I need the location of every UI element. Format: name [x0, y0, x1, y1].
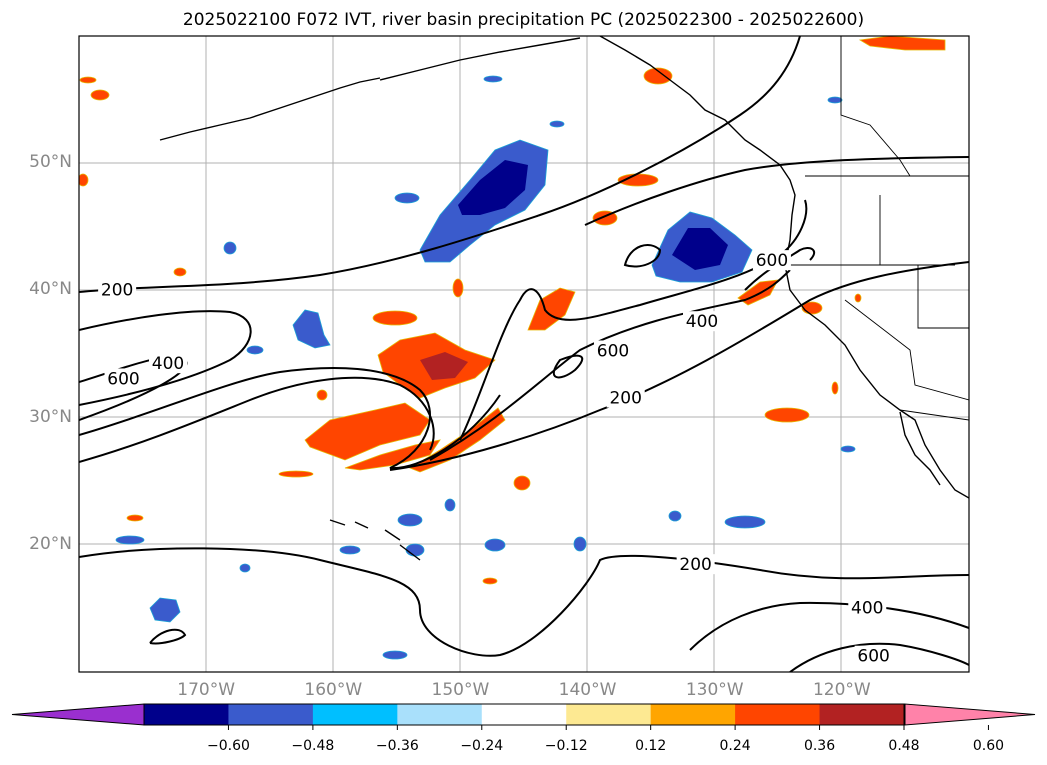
colorbar-tick-label: −0.24: [460, 738, 504, 754]
ivt-contour-200-south-w: [79, 376, 435, 463]
coastline-aleutians: [159, 77, 381, 141]
colorbar-cell: [481, 704, 567, 725]
ivt-contour-200-north-b: [584, 156, 969, 226]
lon-tick-label: 170°W: [177, 680, 236, 700]
contour-label: 600: [756, 251, 788, 271]
contour-label-bg: [594, 340, 632, 361]
colorbar-cell: [228, 704, 314, 725]
contour-label: 400: [686, 312, 718, 332]
lat-tick-label: 20°N: [29, 533, 72, 554]
ivt-contour-200-band: [389, 261, 969, 471]
anomaly-band-south: [344, 439, 441, 471]
colorbar-extend-high: [904, 703, 1036, 726]
anomaly-blob-ak: [858, 36, 946, 51]
ivt-contour-200-north: [79, 36, 801, 293]
colorbar-tick-label: −0.36: [375, 738, 419, 754]
ivt-contour-600-coast: [744, 247, 816, 291]
colorbar-cell: [397, 704, 483, 725]
border-state-2: [879, 195, 969, 329]
border-state-3: [844, 299, 969, 401]
colorbar: [11, 703, 1036, 730]
positive-anomaly-regions: [79, 36, 946, 585]
contour-label: 400: [152, 354, 184, 374]
colorbar-cell: [144, 704, 229, 725]
contour-label: 200: [609, 389, 641, 409]
ivt-contour-400-s: [689, 601, 969, 651]
contour-labels: 200 600 400 600 200 400 600 200 400 600: [98, 250, 893, 667]
colorbar-tick-label: 0.24: [719, 738, 751, 754]
lat-tick-label: 30°N: [29, 406, 72, 427]
contour-label: 200: [101, 280, 133, 300]
colorbar-tick-label: −0.12: [544, 738, 588, 754]
ivt-contours: [79, 36, 969, 672]
anomaly-blob-mid: [292, 309, 331, 349]
colorbar-extend-low: [11, 703, 145, 726]
island-hawaii: [329, 519, 421, 561]
contour-label-bg: [752, 250, 791, 271]
graticule: [79, 36, 969, 672]
ivt-contour-200-s: [79, 547, 969, 657]
colorbar-tick-label: 0.12: [635, 738, 667, 754]
contour-label: 400: [851, 598, 883, 618]
ivt-contour-600-inner: [552, 354, 584, 379]
map-frame: [78, 35, 970, 673]
colorbar-cell: [819, 704, 905, 725]
lon-tick-label: 140°W: [558, 680, 617, 700]
colorbar-cell: [650, 704, 736, 725]
contour-label-bg: [149, 353, 187, 374]
contour-label: 600: [107, 369, 139, 389]
border-us-mexico: [899, 409, 969, 421]
lon-tick-label: 150°W: [431, 680, 490, 700]
ivt-contour-200-s2: [149, 628, 187, 645]
anomaly-band-sw: [304, 402, 431, 461]
colorbar-cell: [566, 704, 652, 725]
anomaly-core-central: [420, 352, 468, 380]
contour-label-bg: [104, 368, 143, 389]
colorbar-cell: [312, 704, 398, 725]
ivt-contour-600-ne: [623, 244, 662, 268]
ivt-contour-600-s: [789, 642, 969, 672]
ivt-contour-400-band: [429, 269, 791, 461]
anomaly-blob-sw: [149, 597, 181, 623]
anomaly-blob-ne: [527, 287, 576, 331]
colorbar-tick-label: 0.60: [972, 738, 1005, 754]
contour-label: 600: [597, 341, 629, 361]
colorbar-tick-label: 0.48: [888, 738, 920, 754]
map-title: 2025022100 F072 IVT, river basin precipi…: [182, 10, 865, 30]
coastline-alaska: [599, 36, 969, 499]
contour-label-bg: [848, 597, 887, 618]
border-ak-canada: [840, 36, 911, 177]
ivt-contour-400-south-w: [79, 367, 501, 470]
contour-label-bg: [854, 645, 893, 666]
coastline-ak-peninsula: [379, 37, 581, 81]
contour-label: 200: [679, 555, 711, 575]
contour-label-bg: [683, 311, 721, 332]
anomaly-core-east: [672, 228, 728, 270]
lon-tick-label: 160°W: [304, 680, 363, 700]
anomaly-core-north: [458, 160, 528, 215]
contour-label-bg: [606, 387, 645, 408]
ivt-contour-400-west: [79, 310, 252, 406]
negative-anomaly-regions: [115, 75, 856, 660]
lat-tick-label: 50°N: [29, 152, 72, 173]
contour-label-bg: [98, 279, 137, 300]
contour-label-bg: [676, 554, 715, 575]
political-borders: [790, 36, 969, 421]
coastlines: [159, 36, 969, 561]
lat-tick-label: 40°N: [29, 279, 72, 300]
colorbar-cell: [735, 704, 821, 725]
colorbar-tick-label: −0.60: [206, 738, 250, 754]
contour-label: 600: [857, 647, 889, 667]
lon-tick-label: 130°W: [685, 680, 744, 700]
colorbar-tick-label: −0.48: [291, 738, 335, 754]
coastline-baja: [899, 411, 941, 486]
anomaly-blob-coast: [737, 279, 779, 306]
lon-tick-label: 120°W: [812, 680, 871, 700]
colorbar-tick-label: 0.36: [803, 738, 836, 754]
